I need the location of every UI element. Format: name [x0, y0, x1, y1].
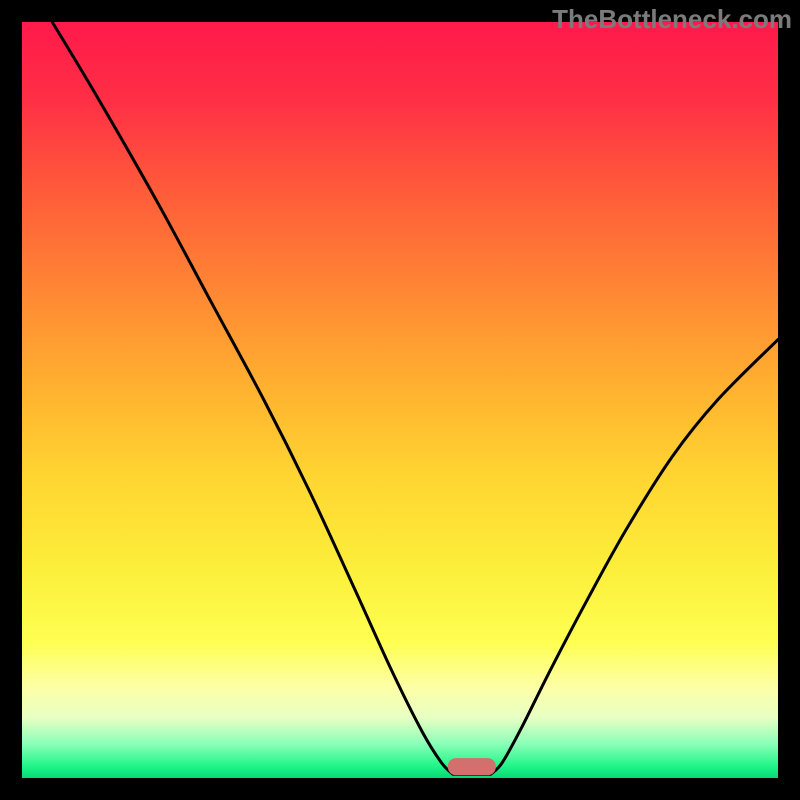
chart-container: TheBottleneck.com	[0, 0, 800, 800]
watermark-label: TheBottleneck.com	[552, 4, 792, 35]
bottleneck-chart	[0, 0, 800, 800]
chart-plot-background	[22, 22, 778, 778]
optimal-marker	[448, 758, 496, 775]
